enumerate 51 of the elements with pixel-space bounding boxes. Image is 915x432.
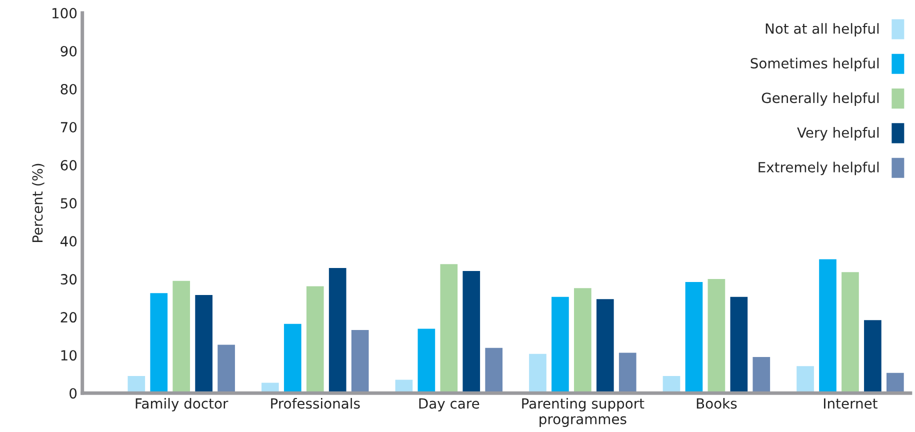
y-tick-label: 50 bbox=[60, 198, 77, 209]
y-tick-label: 40 bbox=[60, 236, 77, 247]
bar bbox=[595, 298, 616, 394]
bar bbox=[171, 280, 192, 394]
bar bbox=[684, 280, 704, 394]
legend-label: Not at all helpful bbox=[766, 23, 879, 37]
x-tick-label: Professionals bbox=[271, 398, 360, 409]
x-tick-label: Family doctor bbox=[136, 398, 228, 412]
y-tick-label: 100 bbox=[52, 8, 77, 18]
bar bbox=[528, 352, 548, 394]
bar bbox=[484, 346, 504, 394]
y-tick-label: 70 bbox=[60, 122, 77, 132]
bar bbox=[148, 292, 169, 394]
bar bbox=[862, 318, 883, 394]
bar bbox=[618, 351, 638, 394]
legend-label: Sometimes helpful bbox=[750, 58, 879, 72]
bar bbox=[840, 270, 860, 394]
bar bbox=[305, 284, 326, 394]
y-tick-label: 0 bbox=[70, 388, 77, 399]
bar bbox=[328, 266, 348, 394]
legend-label: Generally helpful bbox=[762, 92, 879, 106]
legend-label: Very helpful bbox=[797, 127, 879, 140]
bar bbox=[706, 278, 727, 394]
x-tick-label: Day care bbox=[419, 398, 480, 412]
y-tick-label: 20 bbox=[60, 312, 77, 323]
x-tick-label: Books bbox=[696, 398, 737, 409]
x-tick-label: Internet bbox=[824, 398, 878, 409]
bar bbox=[216, 343, 236, 394]
bar bbox=[461, 270, 482, 394]
bar bbox=[572, 286, 593, 394]
y-tick-label: 60 bbox=[60, 160, 77, 170]
bar bbox=[282, 322, 303, 394]
bar bbox=[751, 356, 772, 394]
bar bbox=[885, 372, 906, 394]
y-tick-label: 90 bbox=[60, 46, 77, 56]
legend-label: Extremely helpful bbox=[758, 162, 879, 176]
bar bbox=[795, 364, 816, 394]
bar bbox=[550, 295, 570, 394]
y-tick-label: 10 bbox=[61, 350, 77, 361]
bar bbox=[350, 328, 370, 394]
bar bbox=[661, 374, 682, 394]
bar bbox=[194, 294, 214, 394]
y-tick-label: 80 bbox=[60, 84, 77, 94]
bar bbox=[818, 258, 838, 394]
bar bbox=[728, 295, 749, 394]
bar bbox=[126, 374, 146, 394]
y-axis-title: Percent (%) bbox=[32, 164, 44, 242]
x-tick-label: Parenting support programmes bbox=[522, 398, 644, 427]
bar bbox=[416, 327, 436, 394]
y-tick-label: 30 bbox=[60, 274, 77, 285]
bar bbox=[438, 262, 459, 394]
